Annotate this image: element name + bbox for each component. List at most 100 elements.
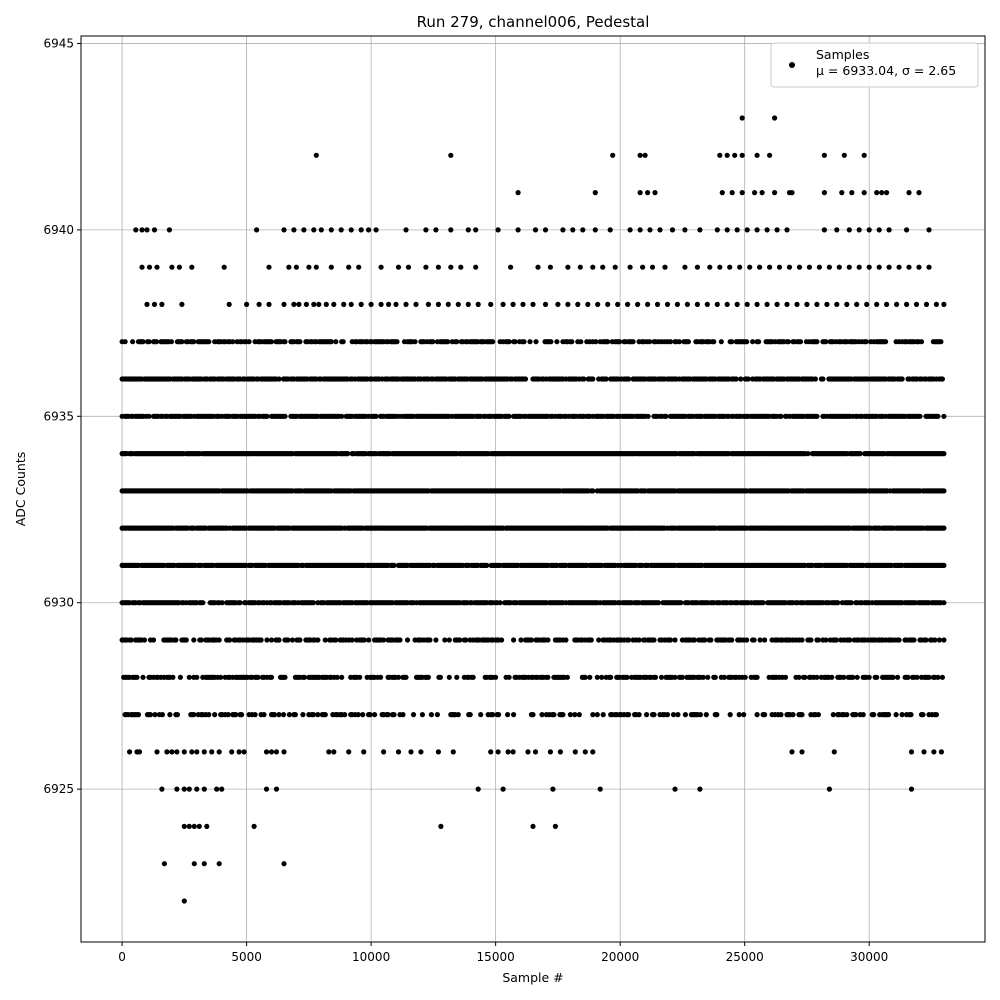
data-point	[823, 339, 829, 345]
data-point	[776, 264, 783, 270]
data-point	[194, 786, 200, 792]
data-point	[703, 712, 709, 718]
data-point	[738, 376, 744, 382]
data-point	[545, 637, 551, 643]
data-point	[510, 637, 517, 643]
data-point	[580, 227, 586, 233]
data-point	[201, 749, 207, 755]
data-point	[941, 637, 947, 643]
data-point	[724, 301, 730, 307]
y-axis-label: ADC Counts	[13, 452, 28, 527]
data-point	[939, 674, 946, 680]
data-point	[933, 301, 940, 307]
data-point	[581, 376, 587, 382]
data-point	[510, 301, 516, 307]
data-point	[348, 227, 354, 233]
data-point	[896, 637, 902, 643]
data-point	[886, 712, 892, 718]
data-point	[173, 637, 179, 643]
data-point	[189, 264, 195, 270]
data-point	[256, 301, 262, 307]
data-point	[323, 301, 329, 307]
data-point	[582, 674, 588, 680]
data-point	[647, 227, 653, 233]
data-point	[219, 786, 225, 792]
data-point	[599, 674, 605, 680]
data-point	[923, 637, 929, 643]
data-point	[844, 301, 850, 307]
data-point	[310, 712, 316, 718]
data-point	[786, 264, 793, 270]
data-point	[127, 749, 133, 755]
data-point	[624, 674, 630, 680]
data-point	[849, 190, 855, 196]
data-point	[917, 413, 923, 419]
data-point	[921, 749, 927, 755]
data-point	[702, 637, 708, 643]
data-point	[194, 749, 200, 755]
data-point	[914, 674, 920, 680]
data-point	[854, 674, 860, 680]
data-point	[667, 339, 674, 345]
data-point	[200, 600, 206, 606]
data-point	[572, 749, 578, 755]
data-point	[315, 712, 321, 718]
data-point	[326, 749, 332, 755]
data-point	[759, 190, 765, 196]
data-point	[835, 600, 841, 606]
data-point	[708, 637, 714, 643]
data-point	[225, 712, 231, 718]
x-tick-label: 0	[118, 950, 126, 964]
data-point	[263, 749, 270, 755]
data-point	[391, 712, 397, 718]
data-point	[784, 227, 790, 233]
data-point	[864, 301, 870, 307]
x-tick-label: 15000	[477, 950, 515, 964]
data-point	[151, 301, 158, 307]
data-point	[756, 339, 762, 345]
data-point	[164, 749, 170, 755]
data-point	[557, 749, 564, 755]
data-point	[470, 674, 476, 680]
data-point	[820, 376, 826, 382]
data-point	[176, 264, 182, 270]
data-point	[612, 264, 618, 270]
data-point	[475, 301, 481, 307]
data-point	[578, 339, 584, 345]
data-point	[926, 264, 932, 270]
data-point	[911, 637, 917, 643]
data-point	[658, 674, 665, 680]
data-point	[893, 712, 899, 718]
data-point	[733, 376, 739, 382]
data-point	[610, 152, 616, 158]
data-point	[625, 301, 631, 307]
data-point	[933, 712, 940, 718]
data-point	[331, 749, 337, 755]
data-point	[778, 712, 784, 718]
data-point	[196, 823, 202, 830]
data-point	[734, 227, 740, 233]
data-point	[293, 264, 299, 270]
data-point	[281, 861, 287, 867]
data-point	[806, 264, 813, 270]
data-point	[644, 712, 650, 718]
data-point	[563, 637, 569, 643]
data-point	[458, 264, 464, 270]
data-point	[358, 301, 364, 307]
data-point	[159, 712, 165, 718]
data-point	[866, 674, 872, 680]
data-point	[739, 152, 745, 158]
data-point	[594, 712, 600, 718]
data-point	[527, 339, 533, 345]
data-point	[313, 152, 319, 158]
data-point	[194, 674, 200, 680]
data-point	[457, 637, 463, 643]
data-point	[146, 339, 152, 345]
data-point	[437, 674, 443, 680]
data-point	[772, 115, 778, 121]
data-point	[694, 264, 701, 270]
data-point	[737, 264, 743, 270]
data-point	[782, 674, 789, 680]
data-point	[361, 749, 367, 755]
data-point	[651, 637, 657, 643]
